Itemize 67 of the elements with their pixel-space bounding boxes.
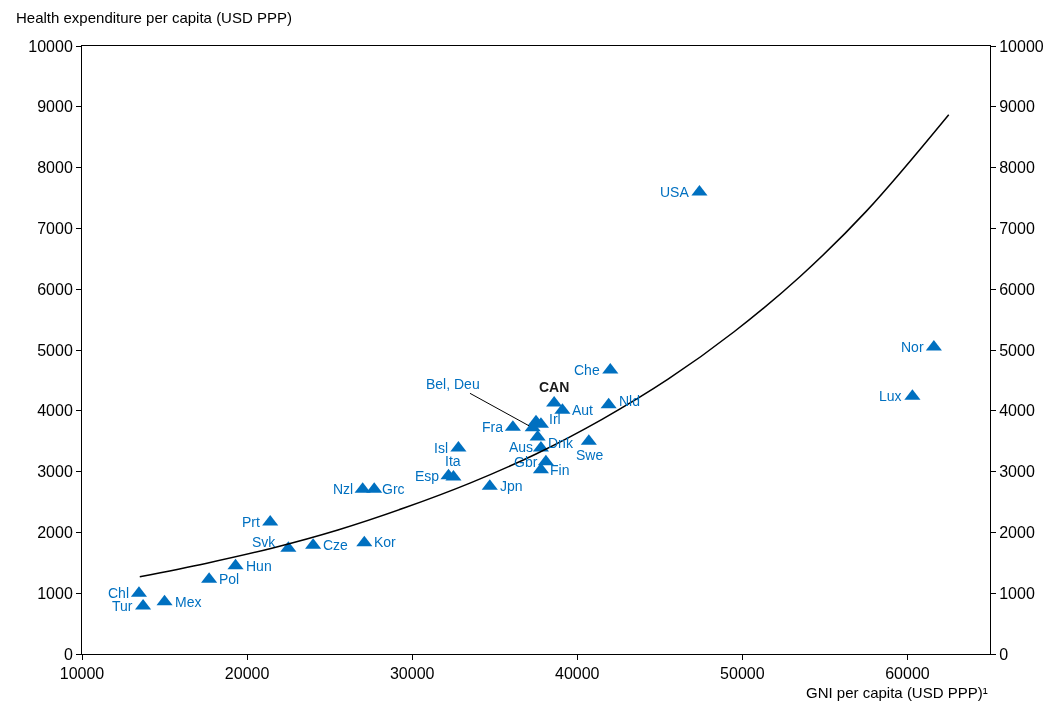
y-tick-label: 6000 (37, 280, 73, 298)
annotation: Fin (550, 462, 570, 478)
x-tick-label: 50000 (720, 665, 765, 683)
point (356, 535, 373, 547)
annotation: Nzl (333, 481, 354, 497)
y-tick-label: 1000 (37, 584, 73, 602)
y2-tick-label: 6000 (999, 280, 1035, 298)
x-tick-label: 40000 (555, 665, 600, 683)
annotation: Lux (879, 388, 902, 404)
x-tick-label: 10000 (59, 665, 105, 683)
annotation: Fra (482, 419, 504, 435)
annotation: Kor (374, 534, 397, 550)
annotation: Svk (252, 534, 277, 550)
point (450, 440, 467, 452)
annotation: Isl (434, 440, 448, 456)
point (691, 184, 708, 196)
point (529, 429, 546, 441)
annotation: Nor (901, 339, 924, 355)
point (156, 594, 173, 606)
y2-tick-label: 0 (999, 645, 1009, 663)
y-tick-label: 3000 (37, 463, 73, 481)
y2-tick-label: 3000 (999, 463, 1035, 481)
annotation: Che (574, 362, 600, 378)
annotation: Prt (242, 514, 260, 530)
y2-tick-label: 8000 (999, 159, 1035, 177)
annotation: Grc (382, 481, 405, 497)
y-tick-label: 0 (63, 645, 73, 663)
point (600, 397, 617, 409)
y2-tick-label: 2000 (999, 524, 1035, 541)
point (546, 395, 563, 407)
x-tick-label: 20000 (224, 665, 270, 683)
annotation: Tur (112, 598, 133, 614)
point (227, 558, 244, 570)
y-tick-label: 8000 (37, 159, 73, 177)
y2-tick-label: 5000 (999, 341, 1035, 359)
y2-tick-label: 9000 (999, 98, 1035, 116)
annotation: Chl (108, 585, 130, 601)
annotation: Esp (415, 468, 440, 484)
annotation: Aut (572, 402, 594, 418)
y-axis-title: Health expenditure per capita (USD PPP) (16, 9, 292, 26)
y2-tick-label: 10000 (999, 37, 1044, 55)
y2-tick-label: 7000 (999, 220, 1035, 237)
annotation: Bel, Deu (426, 376, 480, 392)
annotation: Irl (549, 411, 561, 427)
y2-tick-label: 1000 (999, 584, 1035, 602)
y-tick-label: 4000 (37, 402, 73, 420)
annotation: Cze (323, 537, 349, 553)
annotation: CAN (539, 379, 570, 395)
y-tick-label: 2000 (37, 524, 73, 541)
x-tick-label: 30000 (389, 665, 435, 683)
annotation: Gbr (514, 454, 538, 470)
annotation: Swe (576, 447, 604, 463)
annotation: Pol (219, 571, 240, 587)
x-tick-label: 60000 (885, 665, 930, 683)
annotation: Jpn (500, 478, 523, 494)
annotation: Aus (509, 439, 534, 455)
annotation: Mex (175, 594, 202, 610)
y2-tick-label: 4000 (999, 402, 1035, 420)
x-axis-title: GNI per capita (USD PPP)¹ (806, 684, 988, 701)
annotation: Hun (246, 558, 272, 574)
annotation: Ita (445, 453, 461, 469)
point (925, 339, 942, 351)
y-tick-label: 7000 (37, 220, 73, 237)
y-tick-label: 10000 (28, 37, 73, 55)
y-tick-label: 9000 (37, 98, 73, 116)
y-tick-label: 5000 (37, 341, 73, 359)
annotation: USA (660, 184, 690, 200)
